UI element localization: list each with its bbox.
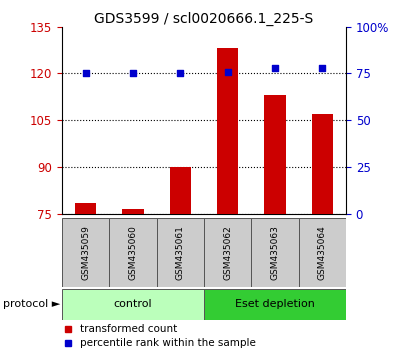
Text: GSM435061: GSM435061 <box>176 225 185 280</box>
Bar <box>122 210 144 214</box>
Title: GDS3599 / scl0020666.1_225-S: GDS3599 / scl0020666.1_225-S <box>94 11 314 25</box>
Bar <box>251 218 299 287</box>
Point <box>177 70 184 75</box>
Bar <box>204 218 251 287</box>
Text: GSM435062: GSM435062 <box>223 225 232 280</box>
Text: Eset depletion: Eset depletion <box>235 299 315 309</box>
Text: GSM435064: GSM435064 <box>318 225 327 280</box>
Bar <box>62 289 204 320</box>
Bar <box>62 218 109 287</box>
Bar <box>264 95 286 214</box>
Bar <box>312 114 333 214</box>
Text: GSM435059: GSM435059 <box>81 225 90 280</box>
Bar <box>204 289 346 320</box>
Point <box>82 71 89 76</box>
Bar <box>157 218 204 287</box>
Bar <box>170 167 191 214</box>
Point <box>272 65 278 71</box>
Point <box>224 69 231 74</box>
Bar <box>75 203 96 214</box>
Text: transformed count: transformed count <box>80 324 178 334</box>
Point <box>319 65 326 71</box>
Bar <box>299 218 346 287</box>
Text: GSM435060: GSM435060 <box>128 225 138 280</box>
Text: percentile rank within the sample: percentile rank within the sample <box>80 338 256 348</box>
Text: protocol ►: protocol ► <box>3 299 60 309</box>
Bar <box>217 48 238 214</box>
Text: control: control <box>114 299 152 309</box>
Point <box>130 71 136 76</box>
Bar <box>109 218 157 287</box>
Text: GSM435063: GSM435063 <box>270 225 280 280</box>
